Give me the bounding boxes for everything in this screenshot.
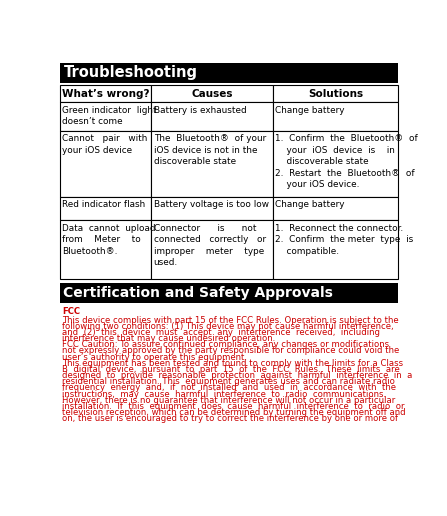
- Bar: [60, 220, 152, 279]
- Text: Battery is exhausted: Battery is exhausted: [154, 106, 246, 115]
- Text: Change battery: Change battery: [275, 106, 345, 115]
- Text: What’s wrong?: What’s wrong?: [62, 89, 149, 99]
- Text: Causes: Causes: [191, 89, 233, 99]
- Text: and  (2)  this  device  must  accept  any  interference  received,  including: and (2) this device must accept any inte…: [62, 328, 380, 337]
- Bar: [152, 103, 273, 131]
- Text: However, there is no guarantee that interference will not occur in a particular: However, there is no guarantee that inte…: [62, 396, 395, 405]
- Bar: [60, 63, 398, 83]
- Text: instructions,  may  cause  harmful  interference  to  radio  communications.: instructions, may cause harmful interfer…: [62, 390, 386, 398]
- Bar: [60, 283, 398, 303]
- Text: on, the user is encouraged to try to correct the interference by one or more of: on, the user is encouraged to try to cor…: [62, 414, 398, 423]
- Bar: [152, 197, 273, 220]
- Text: Battery voltage is too low: Battery voltage is too low: [154, 200, 269, 209]
- Bar: [273, 220, 398, 279]
- Text: not expressly approved by the party responsible for compliance could void the: not expressly approved by the party resp…: [62, 346, 399, 356]
- Text: 1.  Reconnect the connector.
2.  Confirm  the meter  type  is
    compatible.: 1. Reconnect the connector. 2. Confirm t…: [275, 223, 414, 255]
- Text: Green indicator  light
doesn’t come: Green indicator light doesn’t come: [63, 106, 157, 126]
- Bar: [273, 85, 398, 103]
- Bar: [273, 197, 398, 220]
- Bar: [152, 131, 273, 197]
- Text: Red indicator flash: Red indicator flash: [63, 200, 146, 209]
- Text: Solutions: Solutions: [308, 89, 363, 99]
- Text: residential installation. This  equipment generates uses and can radiate radio: residential installation. This equipment…: [62, 377, 395, 386]
- Text: interference that may cause undesired operation.: interference that may cause undesired op…: [62, 334, 275, 343]
- Text: Certification and Safety Approvals: Certification and Safety Approvals: [63, 286, 333, 300]
- Text: following two conditions: (1) This device may not cause harmful interference,: following two conditions: (1) This devic…: [62, 322, 393, 331]
- Text: Connector      is      not
connected   correctly   or
improper    meter    type
: Connector is not connected correctly or …: [154, 223, 266, 267]
- Text: Change battery: Change battery: [275, 200, 345, 209]
- Text: designed  to  provide  reasonable  protection  against  harmful  interference  i: designed to provide reasonable protectio…: [62, 371, 412, 380]
- Bar: [60, 197, 152, 220]
- Bar: [60, 131, 152, 197]
- Text: FCC Caution: To assure continued compliance, any changes or modifications: FCC Caution: To assure continued complia…: [62, 341, 389, 349]
- Text: Cannot   pair   with
your iOS device: Cannot pair with your iOS device: [63, 134, 148, 155]
- Bar: [152, 220, 273, 279]
- Text: This device complies with part 15 of the FCC Rules. Operation is subject to the: This device complies with part 15 of the…: [62, 316, 398, 325]
- Bar: [60, 103, 152, 131]
- Text: television reception, which can be determined by turning the equipment off and: television reception, which can be deter…: [62, 408, 405, 417]
- Text: 1.  Confirm  the  Bluetooth®  of
    your  iOS  device  is    in
    discoverabl: 1. Confirm the Bluetooth® of your iOS de…: [275, 134, 418, 189]
- Bar: [60, 85, 152, 103]
- Text: frequency  energy  and,  if  not  installed  and  used  in  accordance  with  th: frequency energy and, if not installed a…: [62, 383, 396, 393]
- Text: user’s authority to operate this equipment.: user’s authority to operate this equipme…: [62, 352, 247, 362]
- Text: installation.  If  this  equipment  does  cause  harmful  interference  to  radi: installation. If this equipment does cau…: [62, 402, 404, 411]
- Bar: [273, 131, 398, 197]
- Text: The  Bluetooth®  of your
iOS device is not in the
discoverable state: The Bluetooth® of your iOS device is not…: [154, 134, 266, 166]
- Text: Data  cannot  upload
from    Meter    to
Bluetooth®.: Data cannot upload from Meter to Bluetoo…: [63, 223, 156, 255]
- Text: FCC: FCC: [62, 307, 80, 316]
- Bar: [273, 103, 398, 131]
- Text: B  digital  device,  pursuant  to  part  15  of  the  FCC  Rules.  These  limits: B digital device, pursuant to part 15 of…: [62, 365, 400, 374]
- Text: This equipment has been tested and found to comply with the limits for a Class: This equipment has been tested and found…: [62, 359, 403, 368]
- Text: Troubleshooting: Troubleshooting: [63, 65, 198, 80]
- Bar: [152, 85, 273, 103]
